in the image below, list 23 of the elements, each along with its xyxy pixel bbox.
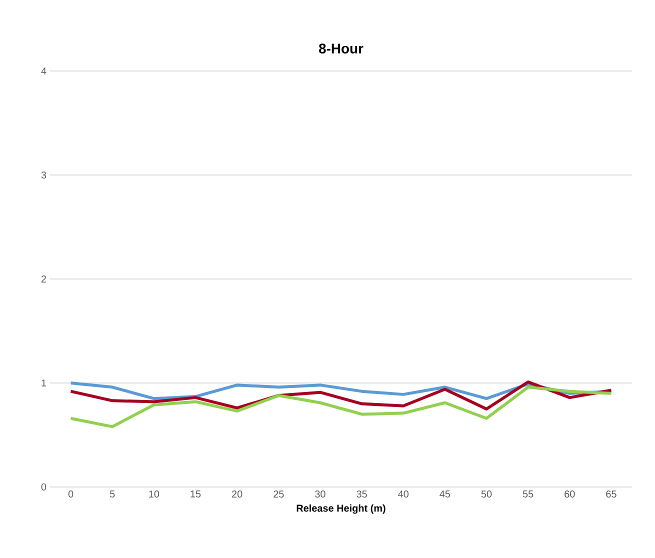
x-tick-label: 45	[440, 490, 450, 498]
x-tick-label: 5	[110, 490, 115, 498]
x-tick-label: 40	[398, 490, 409, 498]
x-tick-label: 15	[190, 490, 201, 498]
y-tick-label: 2	[41, 276, 46, 282]
x-tick-label: 10	[149, 490, 160, 498]
x-tick-label: 55	[522, 490, 534, 498]
y-tick-label: 4	[41, 68, 46, 74]
line-series	[69, 386, 613, 428]
y-tick-label: 0	[41, 483, 46, 491]
y-tick-label: 3	[41, 171, 46, 179]
chart-title: 8-Hour	[318, 44, 364, 54]
x-tick-label: 30	[315, 490, 326, 498]
x-tick-label: 50	[481, 490, 492, 498]
line-series	[69, 380, 613, 410]
x-tick-label: 0	[68, 490, 74, 498]
x-tick-label: 65	[606, 490, 616, 498]
x-tick-label: 60	[564, 490, 575, 498]
x-tick-label: 25	[274, 490, 284, 498]
y-tick-label: 1	[42, 380, 46, 386]
x-tick-label: 35	[356, 490, 367, 498]
x-tick-label: 20	[232, 490, 242, 498]
x-axis-title: Release Height (m)	[296, 504, 386, 514]
